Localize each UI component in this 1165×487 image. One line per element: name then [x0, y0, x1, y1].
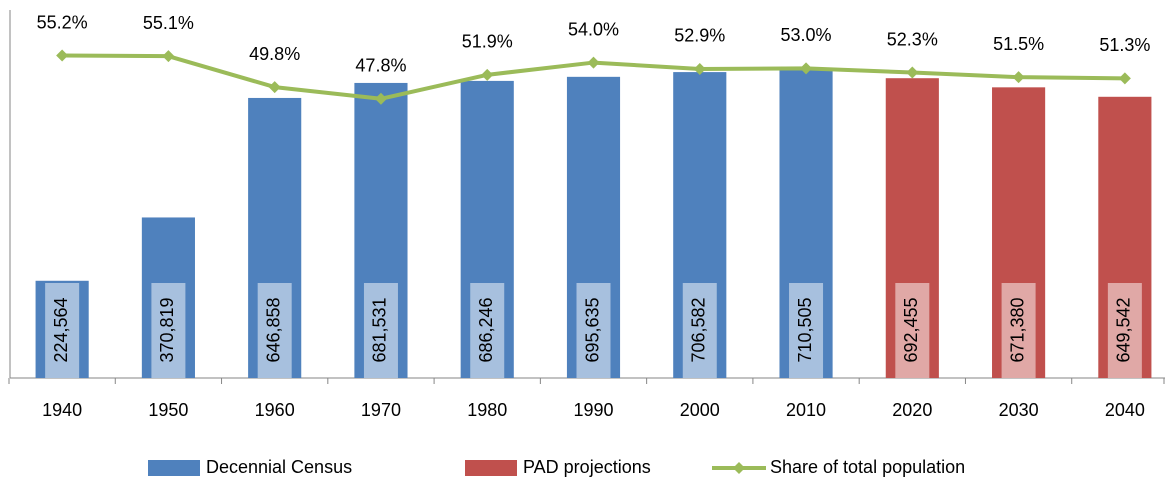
x-tick-label: 2030	[999, 400, 1039, 420]
data-label: 370,819	[157, 297, 177, 362]
data-label: 706,582	[689, 297, 709, 362]
marker	[162, 50, 175, 63]
data-label: 649,542	[1114, 297, 1134, 362]
legend-label: Decennial Census	[206, 457, 352, 477]
data-label-box	[470, 283, 505, 378]
data-label-box	[45, 283, 80, 378]
legend-swatch	[148, 460, 200, 476]
x-tick-label: 1980	[467, 400, 507, 420]
data-label: 686,246	[476, 297, 496, 362]
data-label: 52.9%	[674, 26, 725, 46]
x-tick-label: 2010	[786, 400, 826, 420]
x-tick-label: 2020	[892, 400, 932, 420]
data-label: 695,635	[582, 297, 602, 362]
data-label: 47.8%	[355, 56, 406, 76]
data-label-box	[576, 283, 611, 378]
data-label-box	[789, 283, 824, 378]
marker	[693, 62, 706, 75]
x-tick-label: 2000	[680, 400, 720, 420]
data-label-box	[1107, 283, 1142, 378]
x-tick-label: 1990	[573, 400, 613, 420]
marker	[1012, 71, 1025, 84]
marker	[906, 66, 919, 79]
data-label: 710,505	[795, 297, 815, 362]
data-label-box	[682, 283, 717, 378]
x-tick-label: 1950	[148, 400, 188, 420]
marker	[56, 49, 69, 62]
data-label: 224,564	[51, 297, 71, 362]
data-label-box	[363, 283, 398, 378]
x-tick-label: 1960	[255, 400, 295, 420]
marker	[1118, 72, 1131, 85]
data-label-box	[151, 283, 186, 378]
data-label: 49.8%	[249, 44, 300, 64]
marker	[481, 68, 494, 81]
data-label: 671,380	[1007, 297, 1027, 362]
data-label: 54.0%	[568, 19, 619, 39]
data-label-box	[257, 283, 292, 378]
legend-label: Share of total population	[770, 457, 965, 477]
marker	[374, 92, 387, 105]
x-tick-label: 1970	[361, 400, 401, 420]
legend-marker	[733, 462, 745, 474]
data-label: 51.5%	[993, 34, 1044, 54]
x-tick-label: 2040	[1105, 400, 1145, 420]
data-label: 52.3%	[887, 29, 938, 49]
x-tick-label: 1940	[42, 400, 82, 420]
data-label-box	[1001, 283, 1036, 378]
data-label: 646,858	[263, 297, 283, 362]
data-label-box	[895, 283, 930, 378]
data-label: 55.2%	[37, 12, 88, 32]
marker	[587, 56, 600, 69]
marker	[268, 81, 281, 94]
data-label: 51.3%	[1099, 35, 1150, 55]
marker	[800, 62, 813, 75]
legend-swatch	[465, 460, 517, 476]
data-label: 681,531	[370, 297, 390, 362]
data-label: 53.0%	[781, 25, 832, 45]
legend-label: PAD projections	[523, 457, 651, 477]
data-label: 55.1%	[143, 13, 194, 33]
data-label: 51.9%	[462, 32, 513, 52]
data-label: 692,455	[901, 297, 921, 362]
